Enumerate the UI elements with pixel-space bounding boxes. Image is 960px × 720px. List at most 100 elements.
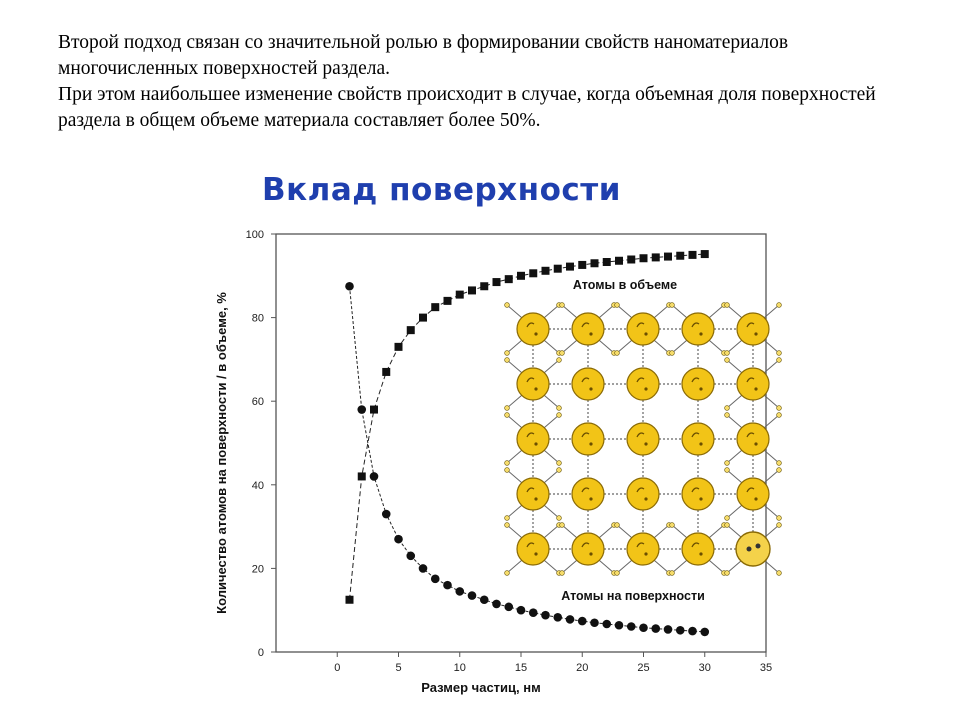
dangling-bond: [763, 414, 780, 429]
dangling-bond-end: [614, 570, 620, 576]
dangling-bond: [561, 339, 578, 354]
dangling-bond: [763, 359, 780, 374]
atom: [626, 367, 660, 401]
dangling-bond-end: [724, 522, 730, 528]
data-point-circle: [602, 619, 612, 629]
data-point-circle: [528, 608, 538, 618]
dangling-bond: [763, 304, 780, 319]
data-point-square: [382, 367, 391, 376]
dangling-bond: [726, 394, 743, 409]
dangling-bond: [726, 524, 743, 539]
x-axis-label: Размер частиц, нм: [421, 680, 540, 695]
dangling-bond-end: [776, 522, 782, 528]
atom: [516, 312, 550, 346]
atom-mark: [691, 542, 700, 548]
dangling-bond: [763, 449, 780, 464]
dangling-bond: [671, 559, 688, 574]
data-point-square: [700, 250, 709, 259]
atom-mark: [636, 487, 645, 493]
atom-mark: [581, 322, 590, 328]
atom-mark: [636, 542, 645, 548]
dangling-bond: [598, 304, 615, 319]
atom-mark: [534, 442, 538, 446]
data-point-circle: [541, 610, 550, 620]
data-point-circle: [553, 613, 563, 622]
data-point-circle: [345, 281, 354, 291]
atom-mark: [644, 497, 648, 501]
atom-mark: [534, 552, 538, 556]
dangling-bond-end: [504, 522, 510, 528]
dangling-bond: [506, 414, 523, 429]
atom: [516, 532, 550, 566]
atom-mark: [526, 487, 535, 493]
dangling-bond-end: [614, 350, 620, 356]
dangling-bond-end: [556, 460, 562, 466]
atom-mark: [699, 332, 703, 336]
atom: [681, 367, 715, 401]
y-tick-label: 60: [252, 396, 264, 408]
atom: [571, 312, 605, 346]
atom-mark: [691, 377, 700, 383]
atom: [516, 367, 550, 401]
atom-mark: [746, 546, 752, 552]
data-point-square: [419, 313, 427, 322]
dangling-bond: [653, 559, 670, 574]
data-point-circle: [675, 625, 685, 635]
dangling-bond: [726, 304, 743, 319]
dangling-bond-end: [724, 570, 730, 576]
dangling-bond-end: [669, 570, 675, 576]
dangling-bond-end: [724, 460, 730, 466]
atom: [681, 477, 715, 511]
dangling-bond: [726, 449, 743, 464]
dangling-bond-end: [614, 302, 620, 308]
data-point-circle: [455, 587, 465, 596]
atom-mark: [754, 332, 758, 336]
atom-mark: [636, 322, 645, 328]
chart-title: Вклад поверхности: [262, 172, 621, 208]
data-point-circle: [430, 574, 440, 584]
dangling-bond-end: [776, 350, 782, 356]
dangling-bond: [763, 504, 780, 519]
atom-mark: [746, 322, 755, 328]
data-point-square: [529, 269, 538, 278]
atom: [516, 422, 550, 456]
dangling-bond: [506, 524, 523, 539]
dangling-bond: [726, 469, 743, 484]
atom: [516, 477, 550, 511]
atom-mark: [699, 552, 703, 556]
intro-paragraph-1: Второй подход связан со значительной рол…: [58, 32, 789, 79]
dangling-bond: [506, 504, 523, 519]
dangling-bond-end: [504, 405, 510, 411]
dangling-bond: [726, 559, 743, 574]
dangling-bond-end: [504, 412, 510, 418]
dangling-bond: [763, 339, 780, 354]
dangling-bond-end: [776, 467, 782, 473]
data-point-square: [504, 275, 513, 284]
atom-mark: [534, 387, 538, 391]
dangling-bond-end: [669, 302, 675, 308]
data-point-circle: [516, 605, 526, 615]
atom-mark: [699, 442, 703, 446]
atom-mark: [526, 322, 535, 328]
atom: [626, 477, 660, 511]
dangling-bond: [726, 504, 743, 519]
dangling-bond-end: [556, 467, 562, 473]
atom-mark: [755, 543, 761, 549]
data-point-circle: [394, 534, 403, 544]
y-axis-label: Количество атомов на поверхности / в объ…: [214, 292, 229, 614]
dangling-bond-end: [776, 515, 782, 521]
data-point-square: [406, 326, 415, 335]
dangling-bond: [506, 339, 523, 354]
data-point-square: [566, 262, 574, 271]
dangling-bond: [543, 449, 560, 464]
dangling-bond: [616, 304, 633, 319]
series-volume: [345, 250, 709, 604]
x-tick-label: 25: [637, 662, 649, 674]
data-point-circle: [406, 551, 416, 561]
data-point-square: [345, 595, 354, 604]
atom: [681, 312, 715, 346]
data-point-circle: [443, 580, 452, 590]
data-point-circle: [492, 599, 501, 609]
dangling-bond: [543, 304, 560, 319]
x-tick-label: 0: [334, 662, 340, 674]
